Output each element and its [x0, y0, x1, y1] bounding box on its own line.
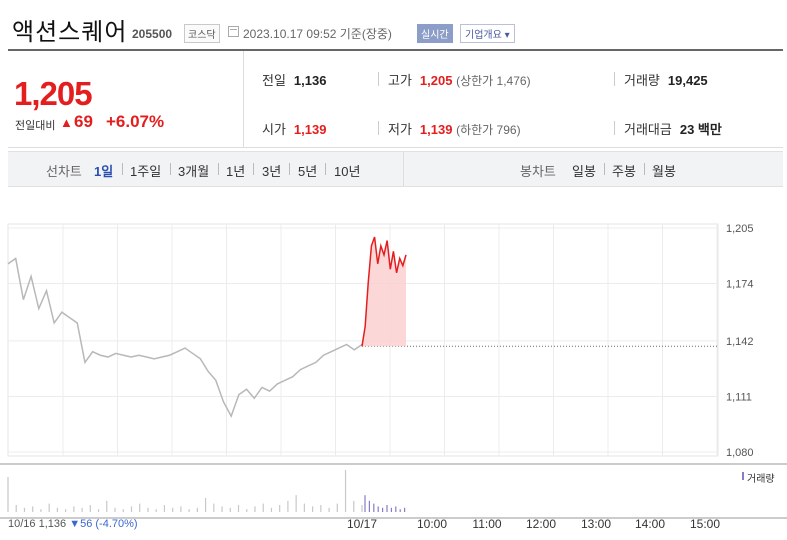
change-percent: +6.07% [106, 112, 165, 131]
period-3m[interactable]: 3개월 [178, 164, 210, 179]
period-3y[interactable]: 3년 [262, 164, 282, 179]
x-tick-label: 12:00 [526, 517, 556, 531]
separator [253, 163, 254, 175]
candle-weekly[interactable]: 주봉 [612, 164, 636, 179]
period-5y[interactable]: 5년 [298, 164, 318, 179]
down-arrow-icon: ▼ [69, 518, 81, 530]
candle-chart-label: 봉차트 [520, 164, 556, 179]
y-tick-label: 1,205 [726, 223, 754, 235]
timestamp: 2023.10.17 09:52 기준(장중) [243, 27, 392, 41]
stock-header: 액션스퀘어 205500 코스닥 2023.10.17 09:52 기준(장중)… [0, 0, 787, 48]
prev-day-summary: 10/16 1,136 ▼56 (-4.70%) [8, 518, 138, 530]
separator [289, 163, 290, 175]
separator [604, 163, 605, 175]
x-tick-label: 10:00 [417, 517, 447, 531]
separator [378, 72, 379, 86]
chart-toolbar: 선차트 1일 1주일 3개월 1년 3년 5년 10년 봉차트 일봉 주봉 월봉 [8, 151, 783, 187]
x-tick-label: 13:00 [581, 517, 611, 531]
stock-name: 액션스퀘어 [12, 18, 128, 46]
header-divider [8, 49, 783, 51]
change-label: 전일대비 [15, 120, 56, 132]
y-tick-label: 1,111 [726, 391, 752, 403]
series-prev-day-line [7, 257, 363, 419]
separator [170, 163, 171, 175]
volume-legend: 거래량 [747, 474, 775, 485]
up-arrow-icon: ▲ [60, 115, 73, 130]
volume-legend-swatch [742, 472, 744, 480]
x-tick-label: 11:00 [472, 517, 501, 531]
market-badge: 코스닥 [184, 24, 220, 43]
x-tick-label: 15:00 [690, 517, 720, 531]
company-overview-button[interactable]: 기업개요 ▾ [460, 24, 515, 43]
high-price: 고가 1,205 (상한가 1,476) [388, 73, 531, 88]
price-box: 1,205 전일대비 ▲ 69 +6.07% [8, 51, 244, 147]
series-today-line [361, 236, 407, 347]
change-value: 69 [74, 112, 93, 131]
period-1y[interactable]: 1년 [226, 164, 246, 179]
low-price: 저가 1,139 (하한가 796) [388, 122, 521, 137]
separator [614, 121, 615, 135]
separator [122, 163, 123, 175]
period-1w[interactable]: 1주일 [130, 164, 162, 179]
period-1d[interactable]: 1일 [94, 164, 114, 179]
toolbar-divider [403, 152, 404, 186]
y-tick-label: 1,080 [726, 447, 754, 459]
price-chart[interactable]: 1,205 1,174 1,142 1,111 1,080 10/17 10:00 11:00… [0, 200, 787, 540]
separator [614, 72, 615, 86]
plot-frame [7, 223, 719, 457]
candle-daily[interactable]: 일봉 [572, 164, 596, 179]
volume-info: 거래량 19,425 [624, 73, 708, 88]
trade-amount: 거래대금 23 백만 [624, 122, 722, 137]
info-divider [8, 147, 783, 148]
current-price: 1,205 [14, 75, 93, 112]
period-10y[interactable]: 10년 [334, 164, 361, 179]
prev-close: 전일 1,136 [262, 73, 327, 88]
separator [218, 163, 219, 175]
separator [644, 163, 645, 175]
y-tick-label: 1,142 [726, 336, 754, 348]
y-tick-label: 1,174 [726, 279, 754, 291]
separator [325, 163, 326, 175]
candle-monthly[interactable]: 월봉 [652, 164, 676, 179]
x-tick-label: 14:00 [635, 517, 665, 531]
realtime-button[interactable]: 실시간 [417, 24, 453, 43]
separator [378, 121, 379, 135]
calendar-icon [228, 26, 239, 37]
x-tick-label: 10/17 [347, 517, 377, 531]
line-chart-label: 선차트 [46, 164, 82, 179]
stock-code: 205500 [132, 27, 173, 41]
open-price: 시가 1,139 [262, 122, 327, 137]
